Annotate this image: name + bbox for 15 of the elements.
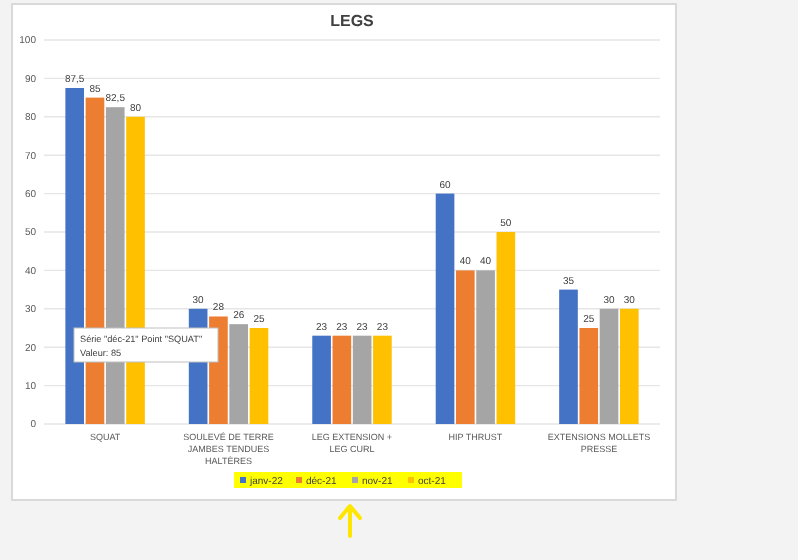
- bar: [332, 335, 352, 424]
- chart-title: LEGS: [330, 12, 376, 30]
- bar: [312, 335, 331, 424]
- bar: [619, 308, 639, 424]
- bar: [496, 232, 516, 424]
- bar: [559, 289, 578, 424]
- bar: [599, 308, 619, 424]
- bar: [476, 270, 495, 424]
- bar: [373, 335, 392, 424]
- bar: [352, 335, 372, 424]
- bar: [229, 324, 249, 424]
- bar: [435, 193, 455, 424]
- bar: [249, 328, 269, 424]
- bar: [579, 328, 599, 424]
- bar: [455, 270, 475, 424]
